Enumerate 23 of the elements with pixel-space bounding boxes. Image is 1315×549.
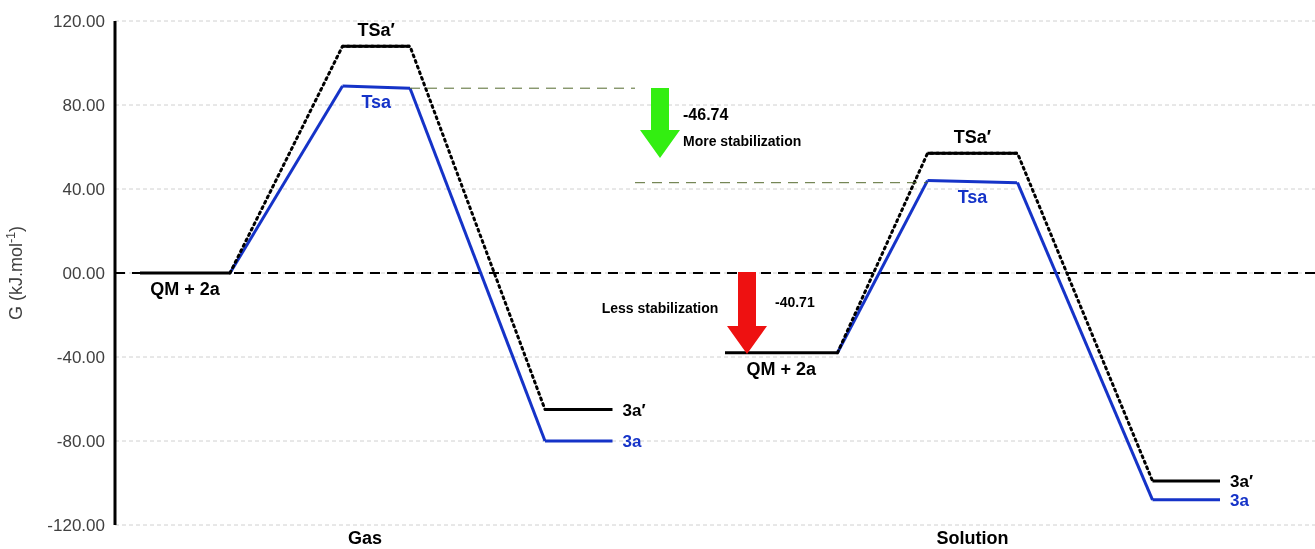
series-label: 3a xyxy=(1230,490,1250,510)
y-tick-label: -120.00 xyxy=(47,515,105,535)
y-tick-label: 00.00 xyxy=(62,263,105,283)
series-label: 3a′ xyxy=(1230,471,1253,491)
y-tick-label: -80.00 xyxy=(56,431,105,451)
y-tick-label: 40.00 xyxy=(62,179,105,199)
series-label: 3a′ xyxy=(622,400,646,420)
series-label: Tsa xyxy=(361,92,393,113)
series-label: QM + 2a xyxy=(150,279,221,299)
y-tick-label: 80.00 xyxy=(62,95,105,115)
series-label: 3a xyxy=(622,432,642,451)
annotation: More stabilization xyxy=(683,133,802,149)
series-label: QM + 2a xyxy=(746,358,817,379)
annotation: -40.71 xyxy=(775,294,815,310)
annotation: Less stabilization xyxy=(601,300,719,316)
x-tick-label: Solution xyxy=(936,528,1009,548)
annotation: -46.74 xyxy=(683,106,729,123)
series-label: Tsa xyxy=(957,186,989,207)
series-label: TSa′ xyxy=(953,127,992,148)
y-tick-label: -40.00 xyxy=(56,347,105,367)
series-label: TSa′ xyxy=(357,20,395,41)
x-tick-label: Gas xyxy=(347,528,383,548)
y-tick-label: 120.00 xyxy=(53,11,105,31)
